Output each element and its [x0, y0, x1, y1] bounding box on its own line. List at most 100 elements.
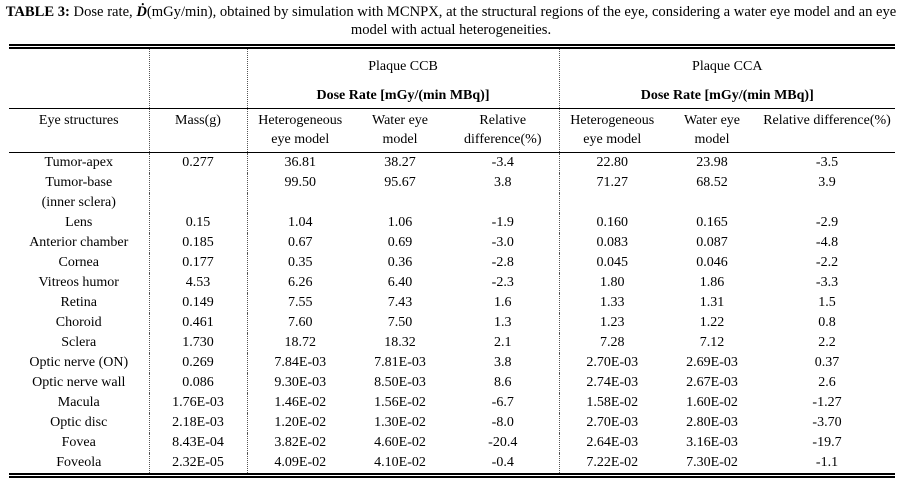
- value-cell: -2.3: [447, 273, 560, 293]
- column-header-row: Eye structures Mass(g) Heterogeneous eye…: [9, 108, 895, 153]
- value-cell: -1.27: [812, 395, 842, 410]
- eye-structure-name: Lens: [9, 213, 150, 233]
- value-cell: -2.8: [447, 253, 560, 273]
- value-cell: 0.269: [149, 353, 248, 373]
- value-cell: 3.8: [447, 353, 560, 373]
- value-cell: 1.22: [699, 315, 725, 330]
- value-cell: 2.69E-03: [686, 355, 738, 370]
- value-cell: 0.37: [814, 355, 840, 370]
- value-cell: 6.40: [387, 275, 413, 290]
- value-cell: 8.50E-03: [374, 375, 426, 390]
- empty-header-cell: [149, 46, 248, 109]
- value-cell: 18.72: [284, 335, 317, 350]
- value-cell: -3.4: [447, 152, 560, 173]
- value-cell: 36.81: [284, 155, 317, 170]
- eye-structure-name: Vitreos humor: [9, 273, 150, 293]
- value-cell: 0.086: [149, 373, 248, 393]
- table-row: Macula 1.76E-03 1.46E-02 1.56E-02 -6.7 1.58E-…: [9, 393, 895, 413]
- caption-text-before: Dose rate,: [73, 4, 133, 20]
- value-cell: 0.461: [149, 313, 248, 333]
- column-header-cca-water: Water eye model: [665, 108, 759, 153]
- eye-structure-name: Optic nerve wall: [9, 373, 150, 393]
- value-cell: 7.12: [699, 335, 725, 350]
- value-cell: 95.67: [384, 175, 416, 190]
- value-cell: 4.10E-02: [374, 455, 426, 470]
- value-cell: 1.06: [387, 215, 413, 230]
- value-cell: 7.81E-03: [374, 355, 426, 370]
- value-cell: 2.67E-03: [686, 375, 738, 390]
- value-cell: 1.23: [600, 315, 625, 330]
- value-cell: [149, 173, 248, 193]
- eye-structure-name: Choroid: [9, 313, 150, 333]
- value-cell: 0.67: [288, 235, 313, 250]
- value-cell: 0.277: [149, 152, 248, 173]
- value-cell: 2.18E-03: [149, 413, 248, 433]
- value-cell: 68.52: [696, 175, 728, 190]
- value-cell: 0.15: [149, 213, 248, 233]
- value-cell: [665, 193, 759, 213]
- table-row: Tumor-base 99.50 95.67 3.8 71.27 68.52 3.9: [9, 173, 895, 193]
- value-cell: [447, 193, 560, 213]
- value-cell: [149, 193, 248, 213]
- value-cell: -6.7: [447, 393, 560, 413]
- plaque-group-header-row: Plaque CCB Dose Rate [mGy/(min MBq)] Pla…: [9, 46, 895, 109]
- value-cell: 2.1: [447, 333, 560, 353]
- value-cell: 0.160: [596, 215, 629, 230]
- eye-structure-name: Macula: [9, 393, 150, 413]
- value-cell: -1.1: [815, 455, 839, 470]
- value-cell: -1.9: [447, 213, 560, 233]
- value-cell: 6.26: [288, 275, 313, 290]
- plaque-cca-group-header: Plaque CCA Dose Rate [mGy/(min MBq)]: [559, 46, 895, 109]
- value-cell: 1.730: [149, 333, 248, 353]
- value-cell: 2.70E-03: [586, 355, 639, 370]
- table-row: Optic nerve (ON) 0.269 7.84E-03 7.81E-03 3.8…: [9, 353, 895, 373]
- value-cell: 7.60: [288, 315, 313, 330]
- value-cell: -4.8: [815, 235, 839, 250]
- value-cell: 7.28: [600, 335, 625, 350]
- empty-header-cell: [9, 46, 150, 109]
- value-cell: 1.58E-02: [586, 395, 639, 410]
- value-cell: 1.46E-02: [274, 395, 327, 410]
- column-header-cca-heterogeneous: Heterogeneous eye model: [559, 108, 665, 153]
- value-cell: 1.20E-02: [274, 415, 327, 430]
- table-row: Cornea 0.177 0.35 0.36 -2.8 0.045 0.046 -2.2: [9, 253, 895, 273]
- value-cell: 0.185: [149, 233, 248, 253]
- value-cell: 7.50: [387, 315, 413, 330]
- value-cell: 0.36: [387, 255, 413, 270]
- value-cell: 1.60E-02: [686, 395, 738, 410]
- value-cell: 99.50: [284, 175, 317, 190]
- value-cell: 8.6: [447, 373, 560, 393]
- table-row: Fovea 8.43E-04 3.82E-02 4.60E-02 -20.4 2.64E-…: [9, 433, 895, 453]
- value-cell: -2.9: [815, 215, 839, 230]
- value-cell: 1.3: [447, 313, 560, 333]
- caption-text-after: (mGy/min), obtained by simulation with M…: [146, 4, 897, 38]
- value-cell: -19.7: [812, 435, 842, 450]
- column-header-ccb-heterogeneous: Heterogeneous eye model: [247, 108, 353, 153]
- dose-rate-table: Plaque CCB Dose Rate [mGy/(min MBq)] Pla…: [9, 44, 895, 478]
- value-cell: 0.8: [818, 315, 836, 330]
- value-cell: -3.70: [812, 415, 842, 430]
- plaque-ccb-title: Plaque CCB: [368, 59, 438, 74]
- value-cell: 2.2: [818, 335, 836, 350]
- value-cell: 18.32: [384, 335, 416, 350]
- table-row: Tumor-apex 0.277 36.81 38.27 -3.4 22.80 23.98 -…: [9, 152, 895, 173]
- table-row: Sclera 1.730 18.72 18.32 2.1 7.28 7.12 2.2: [9, 333, 895, 353]
- value-cell: 7.30E-02: [686, 455, 738, 470]
- table-caption: TABLE 3: Dose rate, Ḋ(mGy/min), obtained…: [4, 0, 898, 39]
- value-cell: 0.69: [387, 235, 413, 250]
- value-cell: [353, 193, 447, 213]
- column-header-eye-structures: Eye structures: [9, 108, 150, 153]
- plaque-ccb-group-header: Plaque CCB Dose Rate [mGy/(min MBq)]: [247, 46, 560, 109]
- value-cell: 2.6: [818, 375, 836, 390]
- table-body: Tumor-apex 0.277 36.81 38.27 -3.4 22.80 23.98 -…: [9, 152, 895, 476]
- table-row: Choroid 0.461 7.60 7.50 1.3 1.23 1.22 0.8: [9, 313, 895, 333]
- value-cell: 4.60E-02: [374, 435, 426, 450]
- value-cell: 2.80E-03: [686, 415, 738, 430]
- value-cell: [759, 193, 895, 213]
- table-row: Optic disc 2.18E-03 1.20E-02 1.30E-02 -8.0 2.…: [9, 413, 895, 433]
- value-cell: 3.9: [818, 175, 836, 190]
- value-cell: 9.30E-03: [274, 375, 327, 390]
- value-cell: 7.55: [288, 295, 313, 310]
- eye-structure-name: Anterior chamber: [9, 233, 150, 253]
- value-cell: 0.046: [696, 255, 728, 270]
